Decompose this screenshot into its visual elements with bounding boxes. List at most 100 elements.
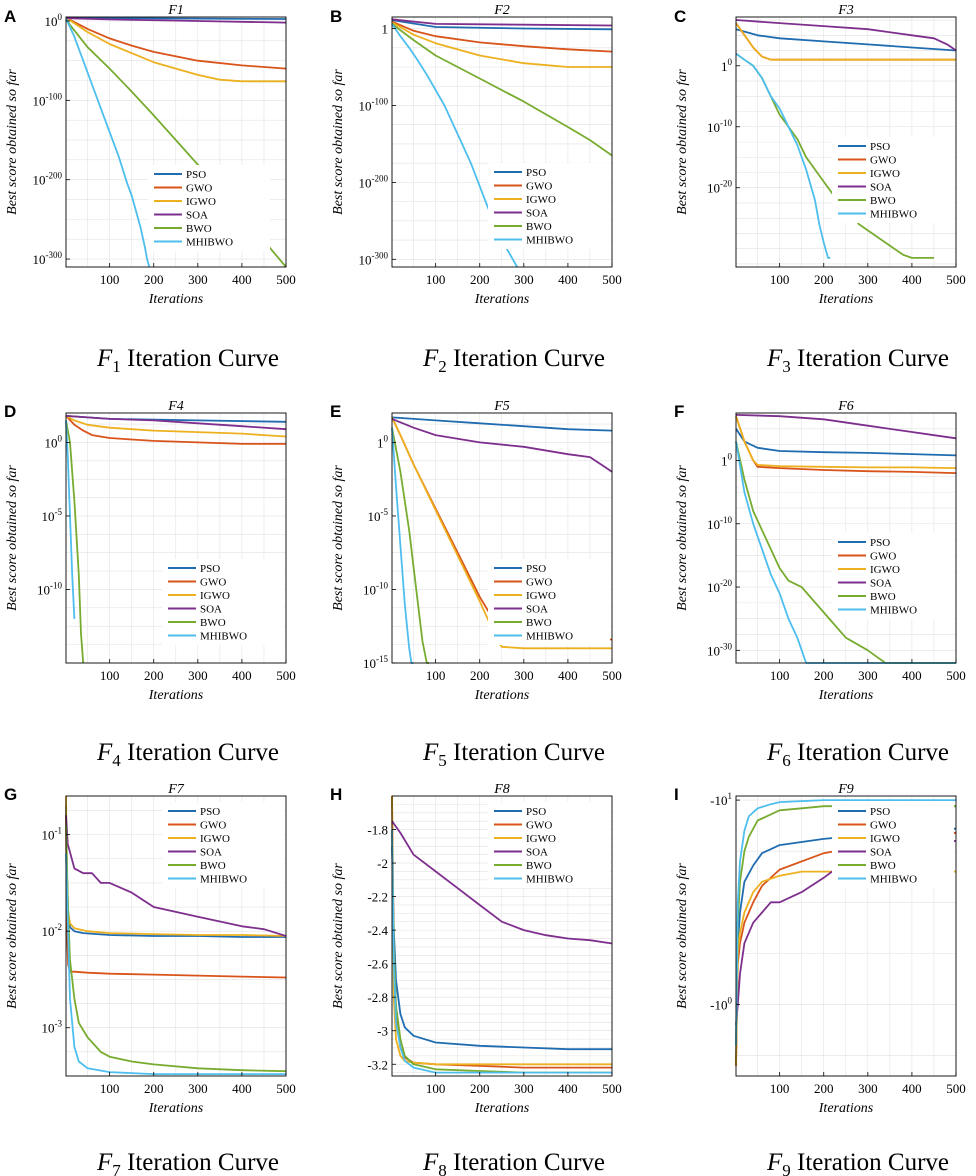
x-tick-label: 300: [188, 668, 208, 683]
y-tick-base: 10: [42, 1021, 55, 1036]
panel-a: 100 200 300 400 50010010-10010-20010-300F1It…: [4, 3, 296, 307]
series-line-igwo: [735, 22, 956, 61]
y-tick-base: -2.2: [367, 890, 388, 905]
x-axis-label: Iterations: [474, 688, 530, 703]
y-tick-base: 1: [377, 435, 384, 450]
series-line-mhibwo: [65, 853, 286, 1075]
y-tick-label: 10-300: [33, 250, 63, 267]
series-line-igwo: [391, 795, 612, 1066]
y-tick-base: 10: [42, 828, 55, 843]
caption-base: F: [766, 1149, 783, 1176]
y-tick-exponent: -10: [376, 580, 388, 590]
x-tick-label: 200: [470, 668, 490, 683]
y-tick-exponent: -100: [46, 91, 63, 101]
x-tick-label: 400: [232, 668, 252, 683]
panel-letter: A: [4, 7, 16, 26]
caption-rest: Iteration Curve: [791, 1149, 949, 1176]
y-tick-label: 10-10: [707, 118, 732, 135]
axes-box: [65, 795, 287, 1077]
x-axis-label: Iterations: [818, 688, 874, 703]
legend-label-pso: PSO: [200, 563, 220, 575]
axes-box: [735, 412, 957, 664]
caption-h: F8 Iteration Curve: [422, 1149, 605, 1176]
y-tick-label: 100: [45, 433, 63, 450]
legend-label-mhibwo: MHIBWO: [186, 237, 233, 249]
panel-title: F8: [493, 782, 510, 797]
series-line-mhibwo: [735, 52, 831, 259]
y-tick-base: 10: [707, 517, 720, 532]
series-line-mhibwo: [735, 799, 956, 1046]
panel-title: F1: [167, 3, 184, 18]
x-tick-label: 300: [514, 1081, 534, 1096]
y-tick-label: 1: [382, 22, 389, 37]
legend-label-gwo: GWO: [870, 820, 896, 832]
y-axis-label: Best score obtained so far: [331, 465, 346, 611]
legend-label-igwo: IGWO: [186, 196, 216, 208]
y-tick-label: 10-30: [707, 641, 732, 658]
series-line-mhibwo: [735, 441, 956, 664]
x-tick-label: 100: [770, 1081, 790, 1096]
y-tick-exponent: 0: [728, 451, 733, 461]
series-line-pso: [735, 428, 957, 457]
x-tick-label: 100: [100, 668, 120, 683]
y-tick-base: 10: [359, 175, 372, 190]
y-tick-base: 10: [42, 924, 55, 939]
caption-e: F5 Iteration Curve: [422, 739, 605, 770]
series-line-soa: [391, 820, 613, 945]
panel-b: 100 200 300 400 500110-10010-20010-300F2Iter…: [330, 3, 622, 307]
y-tick-base: -3.2: [367, 1057, 388, 1072]
y-tick-label: -101: [710, 791, 732, 808]
y-axis-label: Best score obtained so far: [331, 69, 346, 215]
x-tick-label: 200: [814, 1081, 834, 1096]
legend-label-mhibwo: MHIBWO: [200, 874, 247, 886]
y-tick-exponent: -20: [720, 179, 732, 189]
x-tick-label: 100: [426, 272, 446, 287]
x-tick-label: 200: [144, 272, 164, 287]
caption-sub: 2: [438, 357, 447, 376]
y-tick-base: 1: [721, 453, 728, 468]
legend-label-bwo: BWO: [200, 617, 226, 629]
y-tick-label: -2.6: [367, 957, 388, 972]
x-tick-label: 100: [100, 1081, 120, 1096]
y-tick-exponent: 0: [58, 433, 63, 443]
legend-box: [488, 559, 610, 645]
caption-rest: Iteration Curve: [447, 345, 605, 372]
panel-title: F3: [837, 3, 854, 18]
y-tick-base: -2.8: [367, 990, 388, 1005]
y-tick-label: -2.8: [367, 990, 388, 1005]
legend-label-bwo: BWO: [200, 860, 226, 872]
x-tick-label: 400: [902, 1081, 922, 1096]
y-tick-exponent: -15: [376, 654, 388, 664]
panel-f: 100 200 300 400 5001010-1010-2010-30F6Iterat…: [674, 399, 966, 703]
legend-label-igwo: IGWO: [526, 590, 556, 602]
series-line-pso: [735, 28, 957, 52]
legend-label-soa: SOA: [526, 847, 548, 859]
y-tick-base: -1.8: [367, 823, 388, 838]
caption-base: F: [96, 345, 113, 372]
panel-letter: B: [330, 7, 342, 26]
x-axis-label: Iterations: [818, 292, 874, 307]
legend-label-mhibwo: MHIBWO: [526, 631, 573, 643]
legend-label-gwo: GWO: [526, 181, 552, 193]
series-line-soa: [735, 19, 957, 52]
x-tick-label: 300: [858, 668, 878, 683]
series-line-igwo: [391, 21, 612, 68]
caption-a: F1 Iteration Curve: [96, 345, 279, 376]
caption-base: F: [766, 345, 783, 372]
x-tick-label: 500: [946, 668, 966, 683]
legend-label-mhibwo: MHIBWO: [870, 605, 917, 617]
y-tick-exponent: -2: [55, 922, 63, 932]
y-tick-label: 10-100: [359, 96, 389, 113]
caption-rest: Iteration Curve: [121, 1149, 279, 1176]
y-tick-base: 10: [707, 580, 720, 595]
y-tick-base: 1: [382, 22, 389, 37]
y-tick-exponent: -300: [46, 250, 63, 260]
x-tick-label: 200: [470, 1081, 490, 1096]
series-line-bwo: [65, 420, 85, 664]
y-tick-base: 10: [363, 656, 376, 671]
panel-g: 100 200 300 400 50010-110-210-3F7IterationsB…: [4, 782, 296, 1116]
